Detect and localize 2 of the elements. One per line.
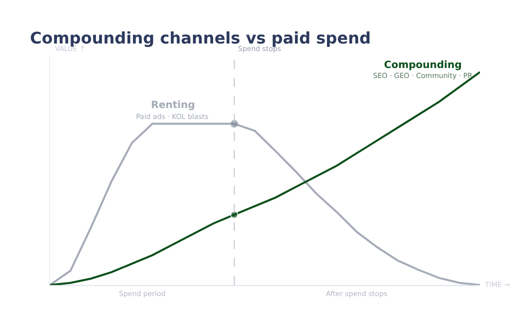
series-label: Compounding [384, 60, 462, 71]
series-label: Renting [151, 100, 196, 111]
